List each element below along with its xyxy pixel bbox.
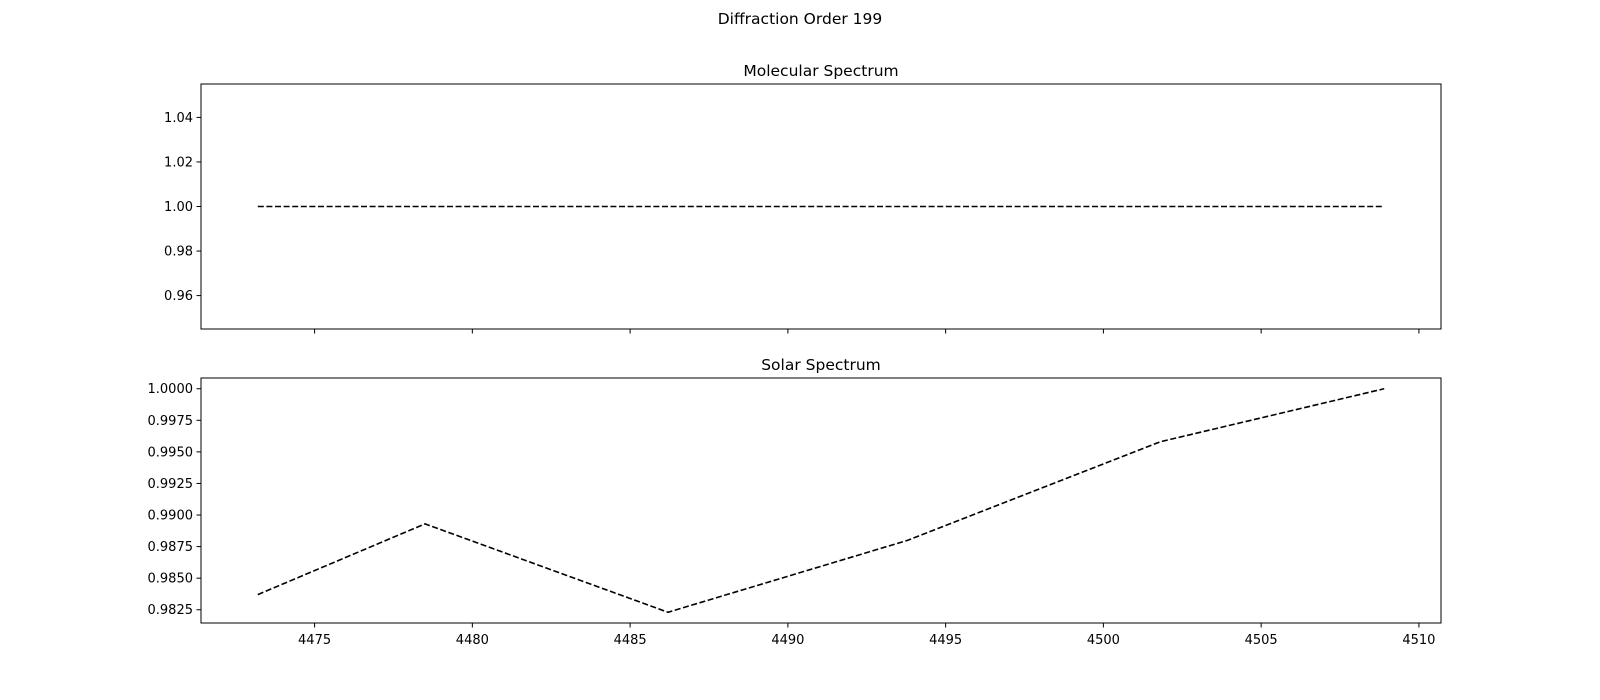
x-tick-label: 4500 bbox=[1087, 633, 1120, 648]
y-tick-label: 1.0000 bbox=[148, 382, 194, 397]
figure-title: Diffraction Order 199 bbox=[717, 10, 883, 28]
solar-spectrum-panel: Solar Spectrum 0.9825 0.9850 0.9875 0.9900 0.… bbox=[148, 356, 1442, 648]
y-tick-label: 0.9975 bbox=[148, 414, 194, 429]
y-tick-label: 0.9900 bbox=[148, 509, 194, 524]
y-tick-label: 1.00 bbox=[164, 200, 193, 215]
series-line bbox=[257, 387, 1385, 614]
y-tick-label: 0.9925 bbox=[148, 477, 194, 492]
x-tick-label: 4485 bbox=[614, 633, 647, 648]
x-tick-label: 4480 bbox=[456, 633, 489, 648]
axes-frame bbox=[200, 377, 1442, 624]
axes-frame bbox=[200, 83, 1442, 330]
y-tick-label: 0.9875 bbox=[148, 540, 194, 555]
x-tick-label: 4505 bbox=[1245, 633, 1278, 648]
y-tick-label: 0.9825 bbox=[148, 603, 194, 618]
y-tick-label: 0.98 bbox=[164, 245, 193, 260]
y-tick-label: 1.04 bbox=[164, 111, 193, 126]
x-tick-label: 4490 bbox=[771, 633, 804, 648]
panel-title: Solar Spectrum bbox=[761, 356, 881, 374]
y-tick-label: 0.96 bbox=[164, 289, 193, 304]
molecular-spectrum-panel: Molecular Spectrum 0.96 0.98 1.00 1.02 1.04 bbox=[164, 62, 1442, 334]
x-tick-label: 4510 bbox=[1402, 633, 1435, 648]
x-tick-label: 4475 bbox=[298, 633, 331, 648]
panel-title: Molecular Spectrum bbox=[743, 62, 898, 80]
y-tick-label: 0.9950 bbox=[148, 445, 194, 460]
x-tick-label: 4495 bbox=[929, 633, 962, 648]
y-tick-label: 1.02 bbox=[164, 155, 193, 170]
y-tick-label: 0.9850 bbox=[148, 572, 194, 587]
